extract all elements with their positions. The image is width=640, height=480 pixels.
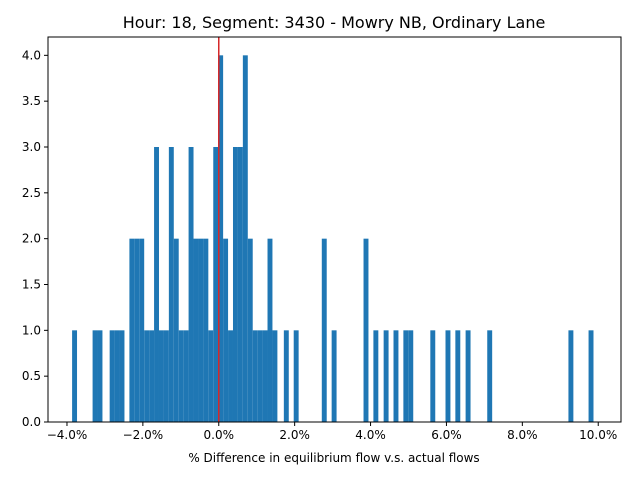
histogram-bar [178, 330, 184, 422]
histogram-bar [430, 330, 436, 422]
histogram-bar [465, 330, 471, 422]
x-tick-label: 4.0% [355, 428, 386, 442]
histogram-bar [92, 330, 98, 422]
histogram-bar [257, 330, 263, 422]
histogram-bar [393, 330, 399, 422]
x-tick-label: 6.0% [431, 428, 462, 442]
bars-group [72, 55, 594, 422]
histogram-bar [208, 330, 214, 422]
histogram-bar [168, 147, 174, 422]
histogram-bar [129, 238, 135, 422]
histogram-bar [487, 330, 493, 422]
histogram-bar [223, 238, 229, 422]
x-tick-label: 0.0% [204, 428, 235, 442]
histogram-bar [154, 147, 159, 422]
histogram-bar [262, 330, 268, 422]
histogram-bar [198, 238, 204, 422]
histogram-bar [149, 330, 155, 422]
histogram-bar [139, 238, 145, 422]
y-tick-label: 2.5 [22, 186, 41, 200]
histogram-bar [188, 147, 194, 422]
histogram-bar [331, 330, 337, 422]
histogram-bar [588, 330, 594, 422]
x-tick-label: −2.0% [123, 428, 164, 442]
y-tick-label: 0.0 [22, 415, 41, 429]
x-axis-label: % Difference in equilibrium flow v.s. ac… [188, 451, 479, 465]
histogram-bar [247, 238, 253, 422]
histogram-bar [193, 238, 199, 422]
x-tick-label: −4.0% [47, 428, 88, 442]
histogram-bar [97, 330, 103, 422]
histogram-bar [163, 330, 169, 422]
histogram-bar [203, 238, 209, 422]
histogram-bar [568, 330, 574, 422]
histogram-bar [213, 147, 219, 422]
histogram-bar [159, 330, 164, 422]
histogram-bar [403, 330, 409, 422]
histogram-bar [144, 330, 150, 422]
y-tick-label: 1.0 [22, 323, 41, 337]
histogram-bar [445, 330, 451, 422]
histogram-bar [293, 330, 299, 422]
histogram-bar [232, 147, 238, 422]
y-tick-label: 3.0 [22, 140, 41, 154]
histogram-bar [242, 55, 248, 422]
histogram-bar [218, 55, 224, 422]
histogram-bar [72, 330, 78, 422]
y-tick-label: 2.0 [22, 232, 41, 246]
histogram-bar [363, 238, 369, 422]
histogram-bar [237, 147, 243, 422]
histogram-bar [283, 330, 289, 422]
histogram-bar [183, 330, 189, 422]
y-axis-ticks: 0.0 0.5 1.0 1.5 2.0 2.5 3.0 3.5 4.0 [22, 48, 48, 429]
histogram-bar [408, 330, 414, 422]
histogram-bar [272, 330, 278, 422]
histogram-bar [321, 238, 327, 422]
histogram-bar [373, 330, 379, 422]
x-tick-label: 2.0% [279, 428, 310, 442]
histogram-bar [383, 330, 389, 422]
histogram-bar [119, 330, 125, 422]
histogram-bar [455, 330, 461, 422]
histogram-bar [173, 238, 179, 422]
histogram-bar [109, 330, 115, 422]
histogram-bar [267, 238, 273, 422]
chart-title: Hour: 18, Segment: 3430 - Mowry NB, Ordi… [123, 13, 546, 32]
x-tick-label: 8.0% [507, 428, 538, 442]
x-tick-label: 10.0% [579, 428, 617, 442]
plot-frame [47, 36, 622, 423]
y-tick-label: 3.5 [22, 94, 41, 108]
x-axis-ticks: −4.0% −2.0% 0.0% 2.0% 4.0% 6.0% 8.0% 10.0% [47, 422, 617, 442]
histogram-bar [134, 238, 140, 422]
y-tick-label: 0.5 [22, 369, 41, 383]
y-tick-label: 4.0 [22, 48, 41, 62]
histogram-bar [114, 330, 120, 422]
histogram-bar [252, 330, 258, 422]
histogram-bar [228, 330, 233, 422]
y-tick-label: 1.5 [22, 278, 41, 292]
